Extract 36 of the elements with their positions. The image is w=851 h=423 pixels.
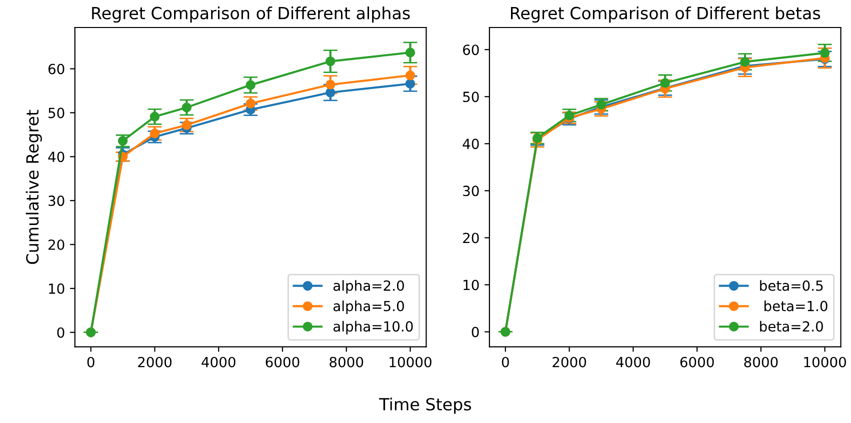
x-tick-label: 6000: [680, 356, 714, 368]
x-tick-label: 0: [87, 356, 94, 368]
legend-label: alpha=5.0: [333, 300, 404, 314]
y-tick-label: 10: [49, 283, 64, 294]
x-tick-label: 2000: [552, 356, 586, 368]
legend-label: alpha=2.0: [333, 280, 404, 294]
x-tick-label: 8000: [744, 356, 778, 368]
y-tick-label: 40: [462, 138, 479, 150]
y-tick-label: 20: [463, 232, 479, 244]
y-tick-label: 30: [463, 186, 479, 196]
legend-label: beta=1.0: [764, 300, 828, 312]
legend-label: beta=2.0: [760, 320, 823, 332]
x-tick-label: 10000: [804, 356, 846, 368]
x-tick-label: 8000: [330, 356, 364, 368]
y-tick-label: 50: [48, 108, 64, 118]
chart-title: Regret Comparison of Different betas: [511, 6, 820, 23]
x-tick-label: 10000: [390, 356, 432, 368]
x-axis-title: Time Steps: [379, 398, 472, 414]
y-tick-label: 10: [464, 280, 479, 290]
y-tick-label: 50: [463, 92, 479, 102]
y-tick-label: 0: [472, 326, 479, 338]
y-axis-title: Cumulative Regret: [26, 110, 42, 264]
y-tick-label: 20: [48, 239, 64, 250]
x-tick-label: 0: [502, 356, 509, 368]
y-tick-label: 40: [48, 152, 64, 162]
chart-title: Regret Comparison of Different alphas: [92, 6, 410, 23]
legend-label: beta=0.5: [760, 280, 823, 291]
y-tick-label: 60: [463, 44, 479, 56]
y-tick-label: 30: [48, 196, 64, 206]
x-tick-label: 6000: [266, 356, 300, 368]
y-tick-label: 0: [57, 327, 64, 338]
legend-label: alpha=10.0: [333, 320, 413, 334]
x-tick-label: 2000: [138, 356, 172, 368]
x-tick-label: 4000: [616, 356, 650, 368]
y-tick-label: 60: [48, 64, 64, 74]
x-tick-label: 4000: [202, 356, 236, 368]
